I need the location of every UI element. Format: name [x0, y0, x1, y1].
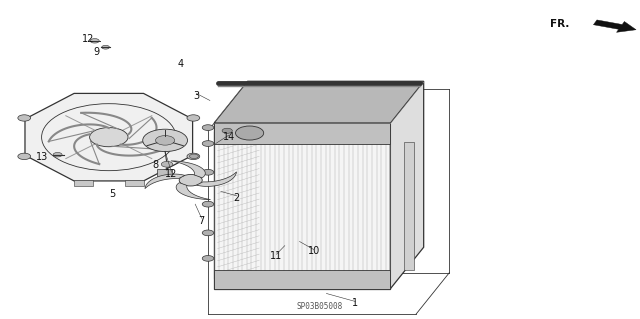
Circle shape	[53, 152, 62, 157]
Polygon shape	[171, 161, 205, 178]
Text: 14: 14	[223, 132, 236, 142]
Text: 5: 5	[109, 189, 115, 199]
Circle shape	[202, 230, 214, 236]
Circle shape	[187, 153, 200, 160]
Polygon shape	[390, 81, 424, 289]
Bar	[74, 180, 93, 186]
Polygon shape	[25, 93, 193, 181]
Circle shape	[222, 128, 232, 133]
Circle shape	[90, 39, 99, 43]
Bar	[214, 123, 390, 289]
Circle shape	[143, 129, 188, 152]
Circle shape	[202, 125, 214, 130]
Circle shape	[156, 136, 175, 145]
Polygon shape	[214, 81, 424, 123]
Text: 4: 4	[177, 59, 184, 69]
Circle shape	[161, 161, 173, 167]
Circle shape	[202, 169, 214, 175]
Text: 7: 7	[198, 216, 205, 226]
Polygon shape	[196, 172, 237, 186]
Circle shape	[179, 174, 202, 186]
Text: 2: 2	[234, 193, 240, 203]
Circle shape	[202, 256, 214, 261]
Text: SP03B05008: SP03B05008	[297, 302, 343, 311]
Text: 11: 11	[270, 251, 283, 261]
Polygon shape	[593, 20, 636, 32]
Text: 1: 1	[352, 298, 358, 308]
Circle shape	[202, 141, 214, 146]
Circle shape	[90, 128, 128, 147]
Text: 12: 12	[82, 34, 95, 44]
Text: 12: 12	[165, 169, 178, 180]
Text: 9: 9	[93, 47, 99, 57]
Bar	[125, 180, 144, 186]
Text: 3: 3	[193, 91, 200, 101]
Polygon shape	[176, 183, 211, 200]
Text: FR.: FR.	[550, 19, 570, 29]
Bar	[214, 270, 390, 289]
Circle shape	[189, 154, 198, 159]
Circle shape	[202, 201, 214, 207]
Circle shape	[187, 115, 200, 121]
Polygon shape	[214, 81, 424, 123]
Circle shape	[18, 153, 31, 160]
Text: 10: 10	[307, 246, 320, 256]
Polygon shape	[404, 142, 414, 270]
Polygon shape	[145, 174, 185, 189]
Circle shape	[236, 126, 264, 140]
Text: 8: 8	[152, 160, 159, 170]
Circle shape	[102, 45, 109, 49]
Text: 13: 13	[35, 152, 48, 162]
Circle shape	[18, 115, 31, 121]
Bar	[157, 169, 172, 177]
Bar	[214, 123, 390, 144]
